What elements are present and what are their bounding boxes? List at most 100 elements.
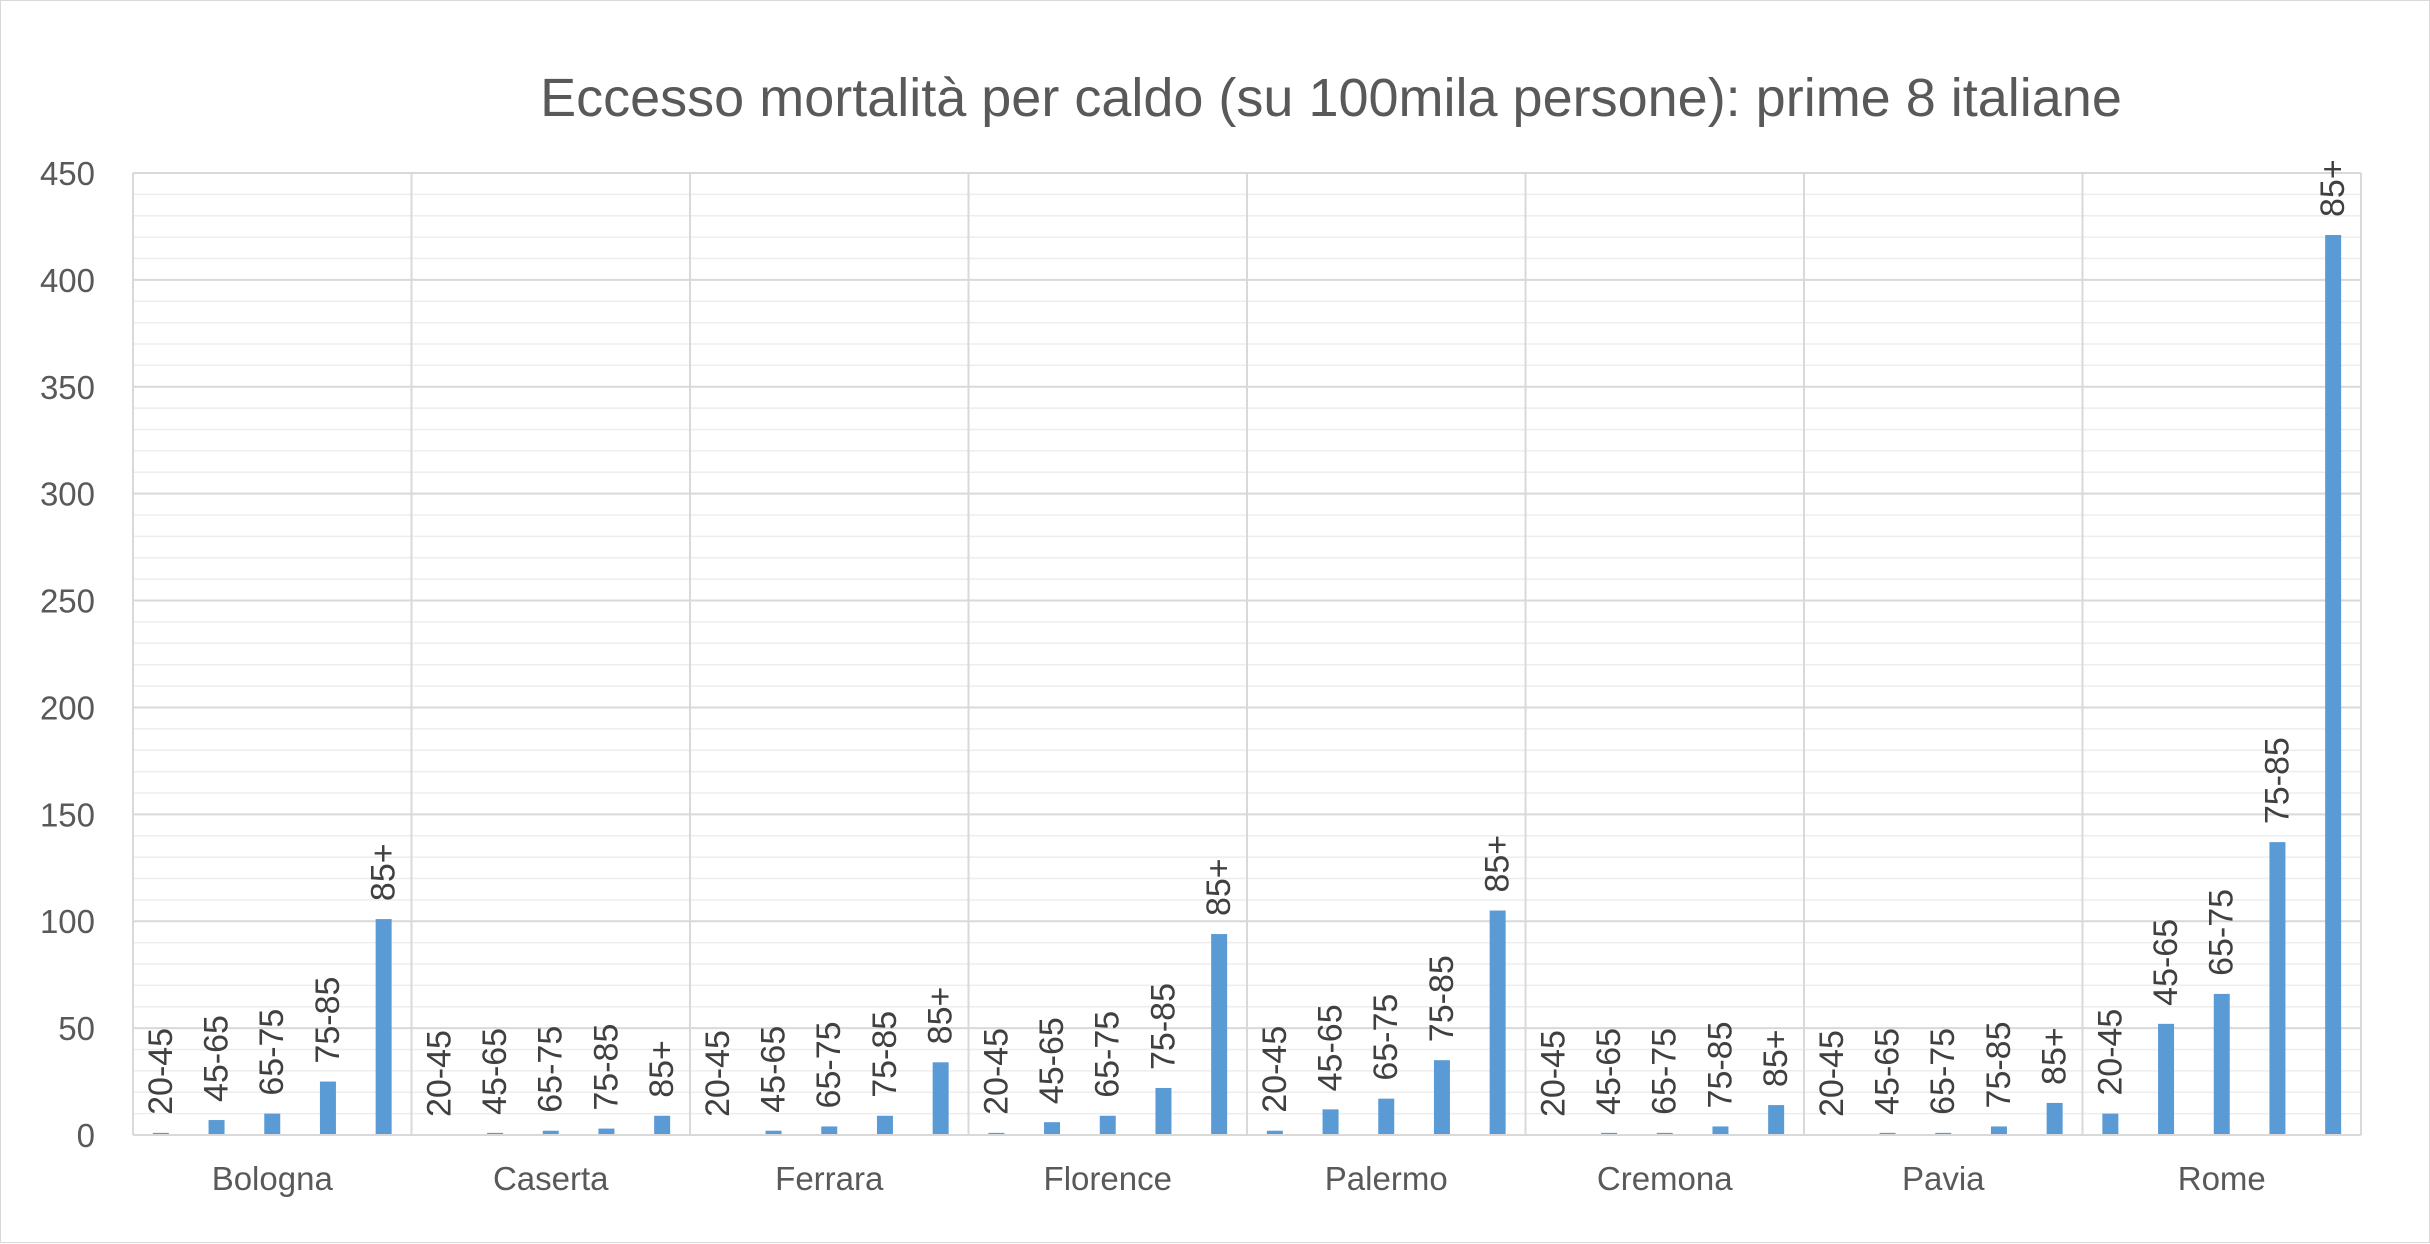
y-tick-label: 100: [40, 903, 95, 940]
x-category-label: Bologna: [212, 1160, 334, 1197]
bar-label: 65-75: [1367, 994, 1405, 1081]
bar: [264, 1113, 281, 1135]
y-tick-label: 0: [77, 1117, 95, 1154]
x-category-label: Florence: [1044, 1160, 1172, 1197]
bar-label: 45-65: [1312, 1004, 1350, 1091]
y-tick-label: 150: [40, 796, 95, 833]
bar-label: 75-85: [1144, 983, 1182, 1070]
bar: [1656, 1132, 1673, 1135]
bar-label: 45-65: [198, 1015, 236, 1102]
bar-label: 20-45: [977, 1028, 1015, 1115]
bar: [1211, 934, 1228, 1135]
bar-label: 65-75: [532, 1026, 570, 1113]
y-tick-label: 200: [40, 689, 95, 726]
bar: [1489, 910, 1506, 1135]
bar-label: 75-85: [309, 977, 347, 1064]
bar: [542, 1130, 559, 1135]
bar: [1768, 1105, 1785, 1135]
bar: [1433, 1060, 1450, 1135]
bar: [876, 1115, 893, 1135]
chart-title: Eccesso mortalità per caldo (su 100mila …: [540, 68, 2122, 128]
bar: [2158, 1023, 2175, 1135]
y-tick-label: 450: [40, 155, 95, 192]
y-tick-label: 300: [40, 476, 95, 513]
x-category-label: Palermo: [1325, 1160, 1448, 1197]
bar-label: 65-75: [1646, 1028, 1684, 1115]
bar: [1879, 1132, 1896, 1135]
bar-label: 85+: [2036, 1027, 2074, 1085]
bar: [765, 1130, 782, 1135]
bar: [1601, 1132, 1618, 1135]
bar-label: 75-85: [1980, 1021, 2018, 1108]
bar: [2269, 842, 2286, 1135]
bar-label: 65-75: [1924, 1028, 1962, 1115]
bar-labels: 20-45 45-65 65-75 75-85 85+ 20-45 45-65 65-75 75…: [142, 159, 2352, 1117]
bar-label: 75-85: [1423, 955, 1461, 1042]
x-category-label: Pavia: [1902, 1160, 1985, 1197]
bar-label: 85+: [365, 843, 403, 901]
bar-label: 20-45: [1813, 1030, 1851, 1117]
x-category-label: Ferrara: [775, 1160, 884, 1197]
bar: [2046, 1102, 2063, 1135]
bar: [932, 1062, 949, 1135]
y-tick-label: 50: [58, 1010, 95, 1047]
bar-label: 45-65: [1033, 1017, 1071, 1104]
bar: [2213, 993, 2230, 1135]
bar-label: 65-75: [253, 1009, 291, 1096]
bar-label: 85+: [922, 987, 960, 1045]
bar: [208, 1120, 225, 1135]
y-axis-ticks: 0 50 100 150 200 250 300 350 400 450: [40, 155, 95, 1154]
bar: [375, 919, 392, 1135]
bar-label: 85+: [1200, 858, 1238, 916]
bar-label: 20-45: [2091, 1009, 2129, 1096]
bar-label: 65-75: [810, 1021, 848, 1108]
bar-label: 75-85: [1701, 1021, 1739, 1108]
bar-label: 85+: [1757, 1029, 1795, 1087]
bar: [1935, 1132, 1952, 1135]
bar: [1266, 1130, 1283, 1135]
x-category-label: Cremona: [1597, 1160, 1733, 1197]
bar-label: 20-45: [142, 1028, 180, 1115]
bar: [319, 1081, 336, 1135]
y-tick-label: 400: [40, 262, 95, 299]
bar-label: 45-65: [755, 1026, 793, 1113]
bar-label: 20-45: [420, 1030, 458, 1117]
bar-label: 85+: [1479, 835, 1517, 893]
y-tick-label: 350: [40, 369, 95, 406]
bar-label: 20-45: [1534, 1030, 1572, 1117]
bar-label: 45-65: [1869, 1028, 1907, 1115]
bar-label: 65-75: [1089, 1011, 1127, 1098]
x-axis-categories: Bologna Caserta Ferrara Florence Palermo Crem…: [212, 1160, 2266, 1197]
bars: [152, 234, 2342, 1136]
category-dividers: [132, 173, 2362, 1135]
bar: [1990, 1126, 2007, 1135]
x-category-label: Caserta: [493, 1160, 609, 1197]
y-tick-label: 250: [40, 583, 95, 620]
bar: [1712, 1126, 1729, 1135]
bar: [1099, 1115, 1116, 1135]
bar: [654, 1115, 671, 1135]
bar-label: 20-45: [699, 1030, 737, 1117]
bar: [1378, 1098, 1395, 1135]
bar: [487, 1132, 504, 1135]
bar: [1044, 1122, 1061, 1135]
bar: [152, 1132, 169, 1135]
bar: [2102, 1113, 2119, 1135]
bar-label: 45-65: [476, 1028, 514, 1115]
bar: [1155, 1087, 1172, 1135]
x-category-label: Rome: [2178, 1160, 2266, 1197]
bar: [2325, 234, 2342, 1136]
bar-label: 45-65: [2147, 919, 2185, 1006]
bar: [1322, 1109, 1339, 1135]
bar-label: 75-85: [2258, 737, 2296, 824]
bar: [821, 1126, 838, 1135]
bar-label: 65-75: [2203, 889, 2241, 976]
bar-label: 20-45: [1256, 1026, 1294, 1113]
bar-label: 45-65: [1590, 1028, 1628, 1115]
bar: [988, 1132, 1005, 1135]
bar: [598, 1128, 615, 1135]
bar-label: 85+: [643, 1040, 681, 1098]
bar-label: 75-85: [866, 1011, 904, 1098]
